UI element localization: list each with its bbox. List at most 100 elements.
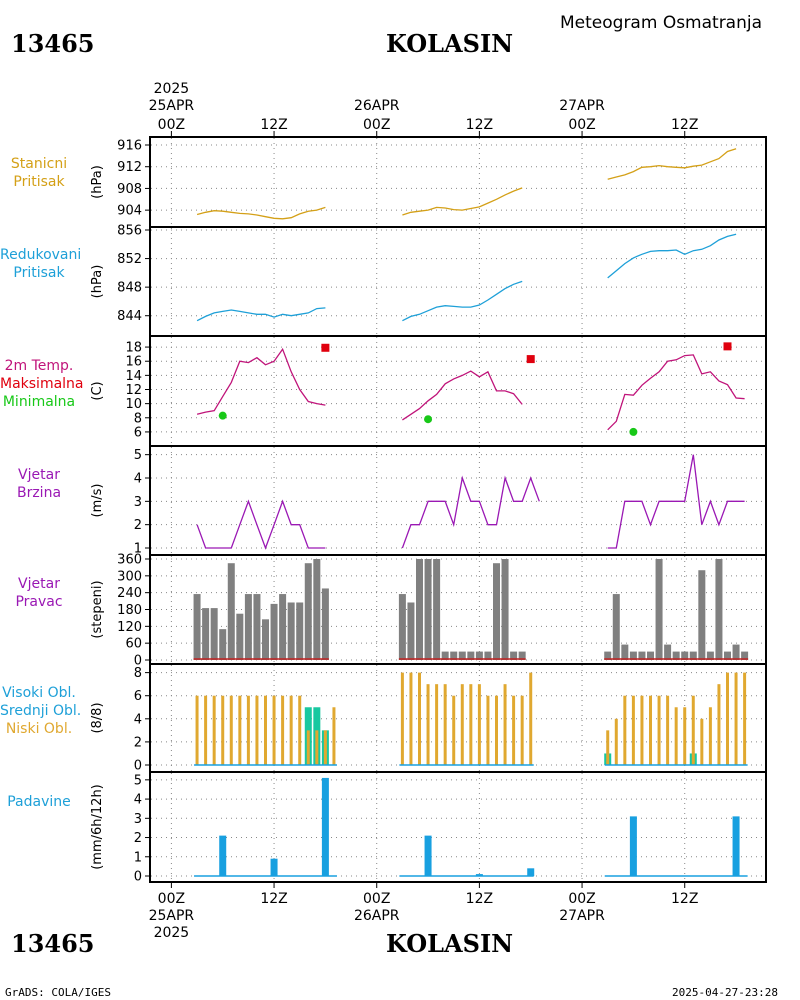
low-cloud-bar [606, 730, 610, 765]
low-cloud-bar [691, 695, 695, 765]
y-tick-label: 1 [134, 542, 142, 557]
x-day-label-top: 27APR [559, 98, 605, 114]
low-cloud-bar [435, 684, 439, 765]
min-temp-marker [218, 411, 227, 420]
precipitation-bar [219, 835, 227, 876]
x-hour-label-bottom: 12Z [671, 891, 698, 907]
label-line: Visoki Obl. [2, 685, 76, 701]
wind-direction-bar [741, 651, 749, 660]
y-tick-label: 4 [134, 472, 142, 487]
wind-direction-bar [321, 588, 329, 660]
wind-direction-bar [698, 570, 706, 660]
x-hour-label-bottom: 00Z [568, 891, 595, 907]
low-cloud-bar [289, 695, 293, 765]
wind-direction-bar [441, 651, 449, 660]
y-tick-label: 2 [134, 831, 142, 846]
wind-direction-bar [501, 559, 509, 660]
wind-speed-line [607, 454, 745, 549]
wind-direction-bar [287, 602, 295, 660]
wind-direction-bar [424, 559, 432, 660]
low-cloud-bar [281, 695, 285, 765]
wind-direction-bar [510, 651, 518, 660]
x-hour-label-top: 12Z [466, 117, 493, 133]
label-line: Niski Obl. [5, 721, 73, 737]
wind-direction-bar [450, 651, 458, 660]
y-tick-label: 300 [117, 569, 142, 584]
y-tick-label: 908 [117, 182, 142, 197]
y-tick-label: 2 [134, 518, 142, 533]
label-line: 2m Temp. [4, 358, 74, 374]
y-tick-label: 4 [134, 712, 142, 727]
wind-direction-bar [681, 651, 689, 660]
station-id-bottom: 13465 [11, 929, 95, 958]
temperature-line [196, 347, 326, 415]
y-tick-label: 852 [117, 252, 142, 267]
wind-direction-bar [664, 644, 672, 660]
wind-direction-bar [467, 651, 475, 660]
x-day-label-top: 25APR [149, 98, 195, 114]
low-cloud-bar [631, 695, 635, 765]
x-hour-label-bottom: 12Z [260, 891, 287, 907]
y-tick-label: 8 [134, 411, 142, 426]
y-tick-label: 6 [134, 689, 142, 704]
wind-speed-line [401, 475, 540, 549]
temperature-line [607, 354, 745, 431]
y-tick-label: 16 [125, 355, 142, 370]
panel-label-wind-speed: Vjetar Brzina [0, 466, 78, 502]
wind-direction-bar [304, 563, 312, 660]
low-cloud-bar [426, 684, 430, 765]
x-day-label-bottom: 27APR [559, 908, 605, 924]
wind-direction-bar [313, 559, 321, 660]
wind-direction-bar [621, 644, 629, 660]
y-tick-label: 0 [134, 759, 142, 774]
wind-direction-bar [715, 559, 723, 660]
temperature-line [402, 370, 523, 421]
wind-direction-bar [518, 651, 526, 660]
wind-direction-bar [433, 559, 441, 660]
low-cloud-bar [306, 730, 310, 765]
max-temp-marker [321, 343, 330, 352]
y-tick-label: 844 [117, 309, 142, 324]
low-cloud-bar [332, 707, 336, 765]
label-line: Brzina [16, 485, 62, 501]
y-axis-label: (8/8) [90, 702, 105, 733]
low-cloud-bar [195, 695, 199, 765]
low-cloud-bar [623, 695, 627, 765]
precipitation-bar [321, 777, 329, 876]
x-day-label-bottom: 26APR [354, 908, 400, 924]
y-tick-label: 1 [134, 850, 142, 865]
y-tick-label: 0 [134, 870, 142, 885]
wind-direction-bar [647, 651, 654, 660]
low-cloud-bar [503, 684, 507, 765]
low-cloud-bar [512, 695, 516, 765]
footer-timestamp: 2025-04-27-23:28 [672, 986, 778, 999]
y-tick-label: 5 [134, 448, 142, 463]
y-tick-label: 912 [117, 160, 142, 175]
low-cloud-bar [495, 695, 498, 765]
low-cloud-bar [400, 672, 404, 765]
station-name-top: KOLASIN [386, 29, 514, 58]
y-axis-label: (stepeni) [90, 580, 105, 638]
low-cloud-bar [272, 695, 276, 765]
precipitation-bar [629, 816, 637, 876]
y-tick-label: 180 [117, 603, 142, 618]
x-year-label-bottom: 2025 [154, 925, 190, 941]
x-hour-label-bottom: 00Z [363, 891, 390, 907]
low-cloud-bar [460, 684, 464, 765]
station-id-top: 13465 [11, 29, 95, 58]
low-cloud-bar [229, 695, 233, 765]
wind-direction-bar [193, 594, 201, 660]
min-temp-marker [629, 427, 638, 436]
low-cloud-bar [734, 672, 738, 765]
wind-direction-bar [210, 608, 218, 660]
x-hour-label-bottom: 00Z [158, 891, 185, 907]
wind-direction-bar [475, 651, 483, 660]
label-line: Maksimalna [0, 376, 84, 392]
wind-direction-bar [655, 559, 663, 660]
low-cloud-bar [204, 695, 208, 765]
low-cloud-bar [640, 695, 644, 765]
wind-direction-bar [202, 608, 210, 660]
station-pressure-line [196, 206, 326, 220]
station-pressure-line [402, 187, 523, 216]
station-name-bottom: KOLASIN [386, 929, 514, 958]
